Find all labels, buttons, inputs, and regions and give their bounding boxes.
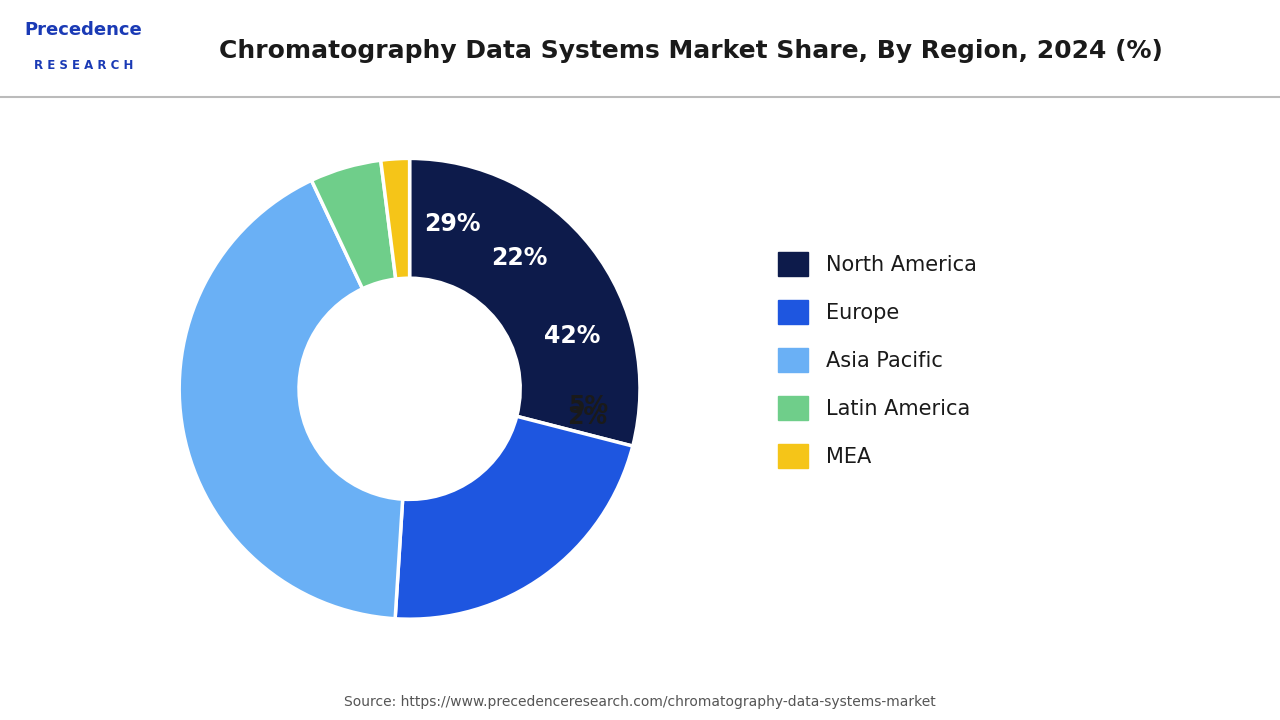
Wedge shape <box>311 161 396 289</box>
Wedge shape <box>410 158 640 446</box>
Text: 22%: 22% <box>492 246 548 270</box>
Text: Chromatography Data Systems Market Share, By Region, 2024 (%): Chromatography Data Systems Market Share… <box>219 40 1164 63</box>
Text: 29%: 29% <box>424 212 480 235</box>
Text: R E S E A R C H: R E S E A R C H <box>33 59 133 72</box>
Text: Precedence: Precedence <box>24 21 142 39</box>
Text: 2%: 2% <box>567 405 607 429</box>
Wedge shape <box>396 416 632 619</box>
Legend: North America, Europe, Asia Pacific, Latin America, MEA: North America, Europe, Asia Pacific, Lat… <box>778 252 977 468</box>
Text: 42%: 42% <box>544 324 600 348</box>
Text: Source: https://www.precedenceresearch.com/chromatography-data-systems-market: Source: https://www.precedenceresearch.c… <box>344 695 936 709</box>
Text: 5%: 5% <box>568 394 608 418</box>
Wedge shape <box>179 180 403 618</box>
Wedge shape <box>380 158 410 279</box>
